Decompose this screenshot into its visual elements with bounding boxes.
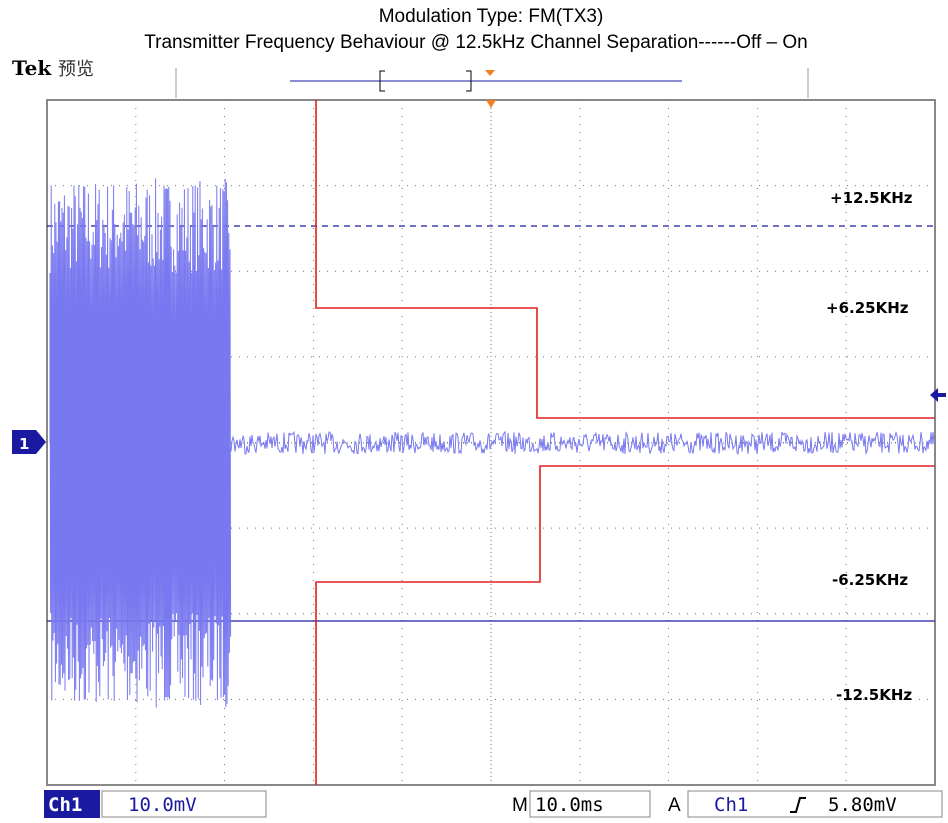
waveform-noise [229,430,936,456]
trigger-position [486,100,496,108]
level-label: +12.5KHz [830,189,913,207]
footer-box [687,790,943,818]
footer-scale: 10.0mV [128,794,197,816]
level-label: +6.25KHz [826,299,909,317]
footer-time: 10.0ms [535,794,604,816]
footer-trigger-level: 5.80mV [828,794,897,816]
subtitle: Transmitter Frequency Behaviour @ 12.5kH… [144,32,807,53]
record-indicator [175,68,809,98]
footer-box [101,790,267,818]
mode: 预览 [58,59,94,80]
level-label: -12.5KHz [836,686,912,704]
channel-badge [44,790,100,818]
footer-trigger-channel: Ch1 [714,794,748,816]
footer-box [529,790,651,818]
trigger-level-arrow [930,388,946,402]
channel-marker: 1 [19,435,29,453]
footer-channel: Ch1 [48,794,82,816]
footer-trigger-prefix: A [668,795,681,816]
footer-time-prefix: M [512,795,528,816]
mask [315,100,935,785]
brand: Tek [12,56,52,80]
waveform-burst [49,178,232,708]
slope-icon [790,797,806,813]
channel-marker-bg [12,430,46,454]
title: Modulation Type: FM(TX3) [379,6,604,27]
level-label: -6.25KHz [832,571,908,589]
